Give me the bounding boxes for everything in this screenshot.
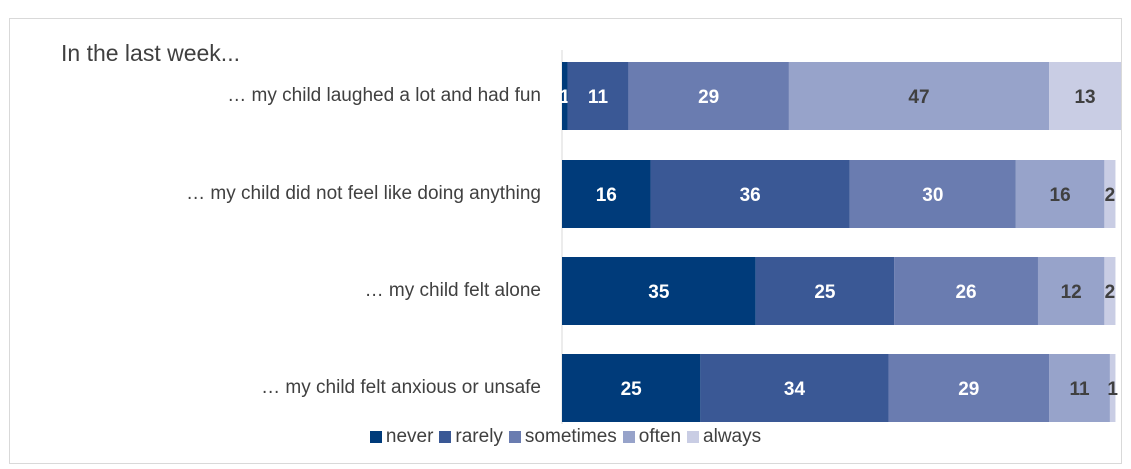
bar-never-3 (562, 257, 756, 325)
bar-never-1 (562, 62, 568, 130)
bar-sometimes-3 (894, 257, 1038, 325)
data-label-sometimes-2: 30 (922, 185, 943, 206)
data-label-never-1: 1 (559, 87, 570, 108)
category-label-3: … my child felt alone (364, 280, 541, 301)
data-label-often-2: 16 (1050, 185, 1071, 206)
data-label-rarely-3: 25 (814, 282, 836, 303)
bar-often-1 (788, 62, 1050, 130)
bar-always-3 (1104, 257, 1116, 325)
data-label-never-3: 35 (648, 282, 670, 303)
data-label-always-3: 2 (1105, 282, 1116, 303)
bar-sometimes-4 (888, 354, 1050, 422)
data-label-sometimes-4: 29 (958, 379, 979, 400)
bar-never-4 (562, 354, 701, 422)
bar-sometimes-2 (849, 160, 1016, 228)
chart-legend: never rarely sometimes often always (0, 426, 1131, 449)
category-label-4: … my child felt anxious or unsafe (261, 377, 541, 398)
bar-often-3 (1037, 257, 1105, 325)
category-label-2: … my child did not feel like doing anyth… (186, 183, 541, 204)
legend-swatch-sometimes (508, 431, 521, 443)
bar-often-2 (1015, 160, 1105, 228)
data-label-always-4: 1 (1107, 379, 1118, 400)
legend-item-never: never (369, 426, 434, 448)
bar-always-4 (1109, 354, 1116, 422)
data-label-often-4: 11 (1069, 379, 1090, 400)
legend-swatch-always (687, 431, 700, 443)
bar-sometimes-1 (628, 62, 789, 130)
legend-label-sometimes: sometimes (524, 426, 617, 447)
bar-rarely-4 (700, 354, 889, 422)
legend-swatch-often (622, 431, 635, 443)
data-label-rarely-4: 34 (784, 379, 806, 400)
category-label-1: … my child laughed a lot and had fun (227, 85, 541, 106)
legend-item-sometimes: sometimes (508, 426, 617, 448)
bar-often-4 (1049, 354, 1110, 422)
bar-never-2 (562, 160, 651, 228)
bar-rarely-2 (650, 160, 850, 228)
data-label-never-4: 25 (621, 379, 643, 400)
data-label-rarely-1: 11 (588, 87, 609, 108)
legend-label-always: always (703, 426, 762, 447)
legend-item-often: often (622, 426, 682, 448)
legend-swatch-never (369, 431, 382, 443)
legend-item-rarely: rarely (439, 426, 503, 448)
bar-rarely-3 (755, 257, 895, 325)
bar-always-2 (1104, 160, 1116, 228)
bar-always-1 (1049, 62, 1121, 130)
legend-label-often: often (638, 426, 682, 447)
data-label-always-1: 13 (1074, 87, 1095, 108)
legend-label-never: never (385, 426, 434, 447)
data-label-often-3: 12 (1061, 282, 1082, 303)
chart-title: In the last week... (61, 40, 240, 66)
legend-swatch-rarely (439, 431, 452, 443)
data-label-often-1: 47 (908, 87, 929, 108)
legend-item-always: always (687, 426, 761, 448)
data-label-sometimes-3: 26 (955, 282, 976, 303)
data-label-always-2: 2 (1105, 185, 1116, 206)
bar-rarely-1 (567, 62, 629, 130)
legend-label-rarely: rarely (455, 426, 503, 447)
data-label-rarely-2: 36 (740, 185, 761, 206)
data-label-sometimes-1: 29 (698, 87, 719, 108)
data-label-never-2: 16 (596, 185, 617, 206)
